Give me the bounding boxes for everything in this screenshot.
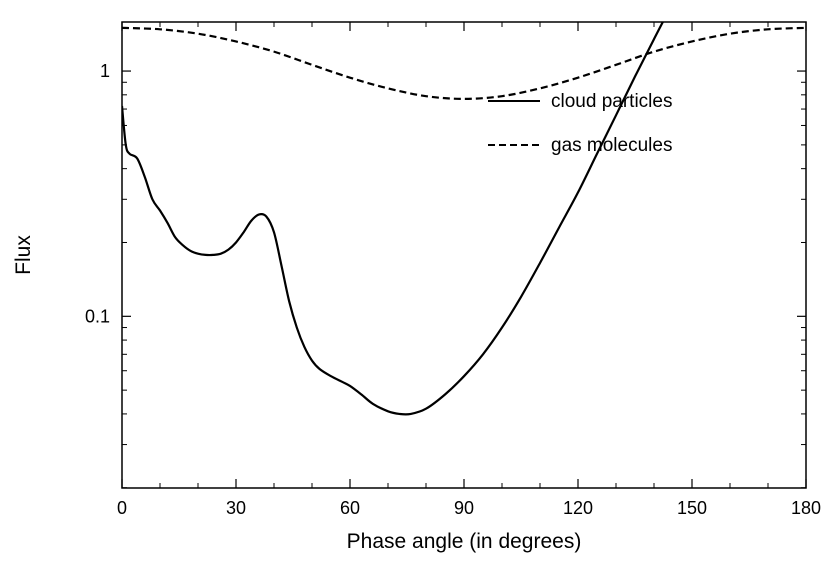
x-axis-tick-labels: 0 30 60 90 120 150 180 <box>117 498 821 518</box>
y-axis-tick-labels: 0.11101001000 <box>85 61 110 326</box>
x-tick-label: 150 <box>677 498 707 518</box>
series-layer <box>122 22 806 416</box>
y-axis-title: Flux <box>12 235 35 275</box>
x-axis-ticks <box>121 22 807 488</box>
x-tick-label: 90 <box>454 498 474 518</box>
x-tick-label: 0 <box>117 498 127 518</box>
y-tick-label: 0.1 <box>85 306 110 326</box>
series-line-gas-molecules <box>122 26 806 100</box>
x-tick-label: 180 <box>791 498 821 518</box>
legend-label-gas-molecules: gas molecules <box>551 135 672 156</box>
x-tick-label: 120 <box>563 498 593 518</box>
series-line-cloud-particles <box>122 22 665 416</box>
legend-label-cloud-particles: cloud particles <box>551 91 672 112</box>
y-axis-ticks <box>122 70 806 489</box>
x-tick-label: 30 <box>226 498 246 518</box>
plot-frame <box>121 21 807 489</box>
x-axis-title: Phase angle (in degrees) <box>347 530 582 553</box>
legend: cloud particles gas molecules <box>488 91 672 156</box>
y-tick-label: 1 <box>100 61 110 81</box>
x-tick-label: 60 <box>340 498 360 518</box>
